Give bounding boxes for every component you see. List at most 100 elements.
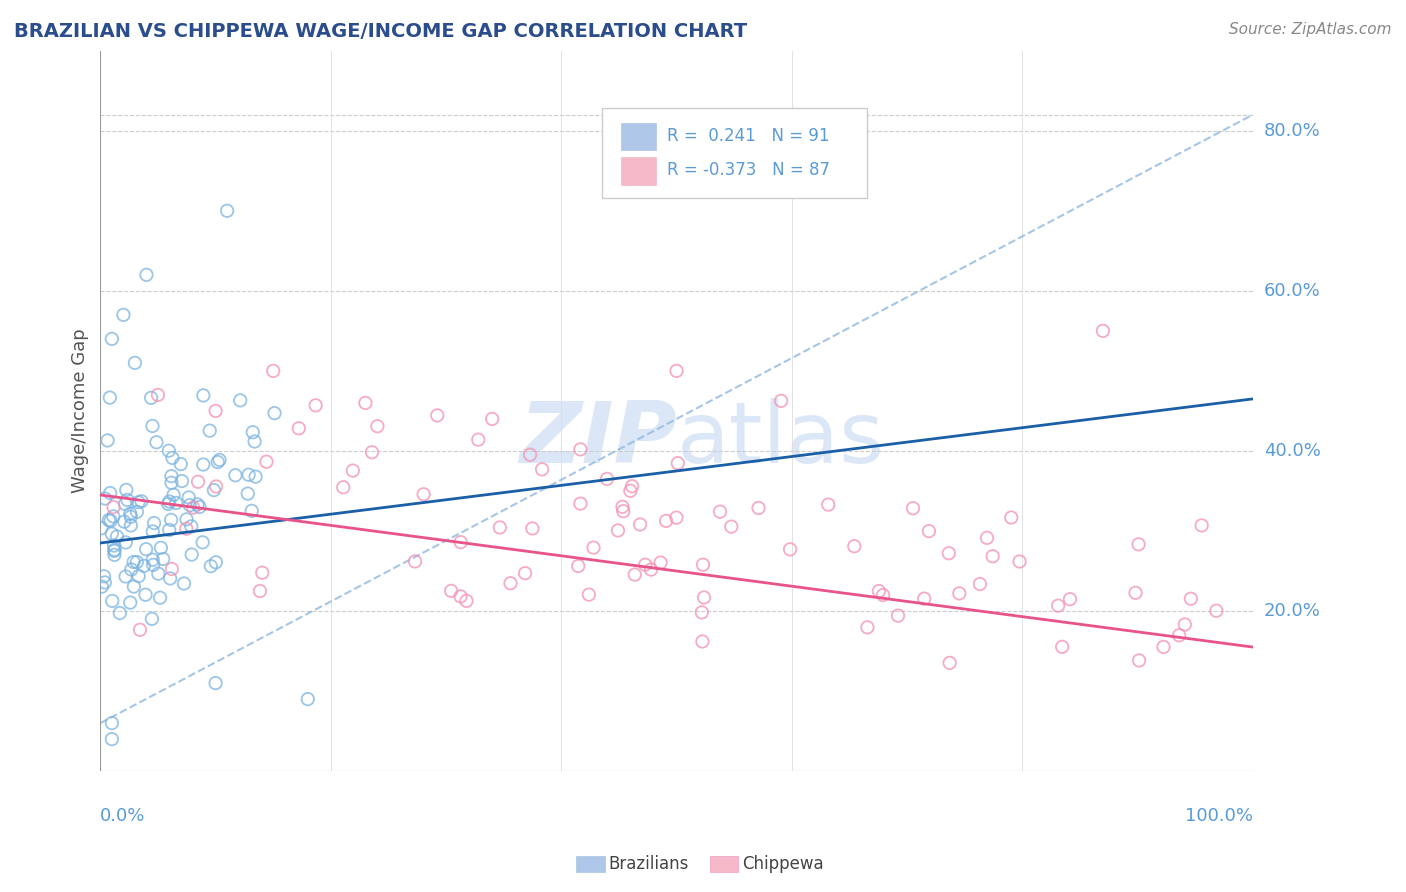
Point	[236, 486, 259, 500]
Point	[817, 498, 839, 512]
Point	[872, 588, 894, 602]
Point	[440, 583, 463, 598]
Point	[149, 591, 172, 605]
Point	[120, 563, 142, 577]
Point	[160, 469, 183, 483]
Text: 60.0%: 60.0%	[1264, 282, 1320, 300]
Point	[145, 435, 167, 450]
Point	[146, 388, 169, 402]
Point	[628, 517, 651, 532]
Point	[103, 539, 125, 553]
Point	[1125, 586, 1147, 600]
Point	[157, 494, 180, 508]
Point	[1050, 640, 1073, 654]
Point	[720, 519, 742, 533]
Point	[120, 507, 142, 521]
Point	[173, 576, 195, 591]
Point	[665, 364, 688, 378]
Point	[160, 562, 183, 576]
Point	[128, 569, 150, 583]
Point	[104, 542, 127, 557]
Point	[204, 676, 226, 690]
Point	[157, 497, 180, 511]
Point	[122, 580, 145, 594]
Point	[619, 483, 641, 498]
Point	[1153, 640, 1175, 654]
Text: R =  0.241   N = 91: R = 0.241 N = 91	[668, 127, 830, 145]
Point	[159, 571, 181, 585]
Point	[450, 535, 472, 549]
Point	[249, 584, 271, 599]
Point	[655, 514, 678, 528]
Text: 0.0%: 0.0%	[100, 807, 146, 825]
Point	[612, 504, 634, 518]
Point	[101, 732, 124, 747]
Point	[262, 364, 284, 378]
Point	[129, 623, 152, 637]
Point	[938, 546, 960, 560]
Point	[181, 500, 204, 515]
Point	[97, 513, 120, 527]
Point	[131, 494, 153, 508]
Point	[124, 356, 146, 370]
Point	[149, 541, 172, 555]
Point	[981, 549, 1004, 564]
Point	[94, 491, 117, 506]
Point	[976, 531, 998, 545]
Text: Source: ZipAtlas.com: Source: ZipAtlas.com	[1229, 22, 1392, 37]
Point	[180, 548, 202, 562]
Text: R = -0.373   N = 87: R = -0.373 N = 87	[668, 161, 831, 179]
Point	[120, 518, 142, 533]
Point	[252, 566, 274, 580]
Point	[513, 566, 536, 581]
Point	[142, 524, 165, 539]
FancyBboxPatch shape	[602, 108, 866, 198]
Point	[160, 513, 183, 527]
Point	[531, 462, 554, 476]
Point	[305, 398, 328, 412]
Point	[97, 434, 120, 448]
Point	[519, 448, 541, 462]
Point	[135, 268, 157, 282]
Text: ZIP: ZIP	[519, 398, 676, 481]
Point	[179, 498, 201, 512]
Point	[366, 419, 388, 434]
Point	[245, 469, 267, 483]
Point	[114, 569, 136, 583]
Point	[596, 472, 619, 486]
Point	[101, 716, 124, 731]
Point	[456, 594, 478, 608]
Point	[200, 559, 222, 574]
Point	[692, 558, 714, 572]
Point	[187, 475, 209, 489]
Point	[157, 523, 180, 537]
Point	[467, 433, 489, 447]
Point	[98, 391, 121, 405]
Point	[709, 505, 731, 519]
Point	[868, 584, 890, 599]
Point	[569, 442, 592, 457]
Point	[1128, 653, 1150, 667]
Point	[205, 555, 228, 569]
Point	[693, 591, 716, 605]
Point	[1008, 554, 1031, 568]
Point	[692, 634, 714, 648]
Point	[114, 497, 136, 511]
Point	[1091, 324, 1114, 338]
Point	[100, 526, 122, 541]
Point	[1128, 537, 1150, 551]
Y-axis label: Wage/Income Gap: Wage/Income Gap	[72, 328, 89, 493]
Point	[114, 535, 136, 549]
Point	[180, 519, 202, 533]
Point	[162, 450, 184, 465]
Point	[634, 558, 657, 572]
Point	[205, 479, 228, 493]
Point	[202, 483, 225, 497]
Point	[193, 388, 215, 402]
Point	[901, 501, 924, 516]
FancyBboxPatch shape	[621, 123, 655, 150]
Point	[1168, 628, 1191, 642]
Point	[242, 425, 264, 440]
Text: 100.0%: 100.0%	[1185, 807, 1253, 825]
Text: 40.0%: 40.0%	[1264, 442, 1320, 460]
